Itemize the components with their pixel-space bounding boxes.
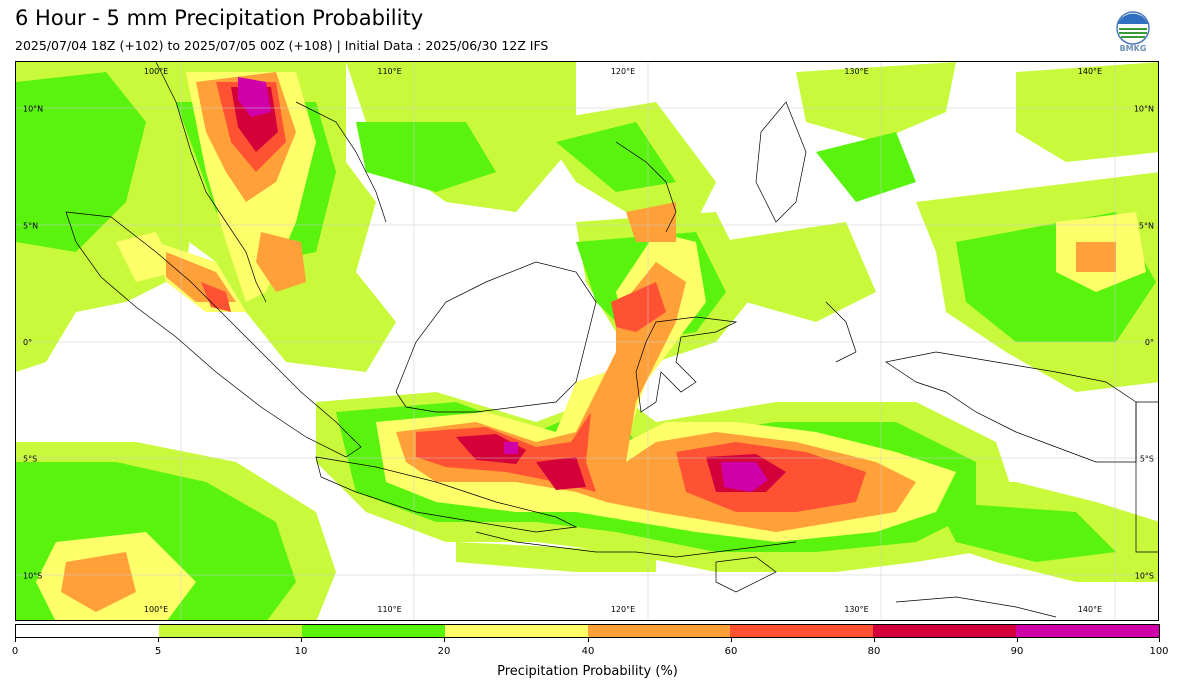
colorbar-tick-mark — [1017, 638, 1018, 642]
colorbar — [15, 624, 1160, 638]
bmkg-logo-icon — [1112, 10, 1154, 56]
colorbar-tick-label: 80 — [867, 646, 881, 657]
colorbar-segment — [873, 625, 1017, 637]
lon-label-bottom: 110°E — [377, 605, 401, 614]
colorbar-tick-label: 0 — [11, 646, 19, 657]
precipitation-map: 100°E 110°E 120°E 130°E 140°E 100°E 110°E 120°… — [15, 61, 1159, 621]
lon-label-bottom: 140°E — [1078, 605, 1102, 614]
lat-label-right: 10°S — [1135, 571, 1154, 580]
colorbar-label: Precipitation Probability (%) — [497, 664, 678, 679]
logo-text: BMKG — [1119, 44, 1147, 53]
lon-label-bottom: 130°E — [844, 605, 868, 614]
lon-labels-top: 100°E 110°E 120°E 130°E 140°E — [144, 67, 1102, 76]
lon-label-top: 130°E — [844, 67, 868, 76]
lat-label-left: 5°S — [23, 455, 37, 464]
chart-subtitle: 2025/07/04 18Z (+102) to 2025/07/05 00Z … — [15, 38, 549, 53]
colorbar-tick-label: 60 — [724, 646, 738, 657]
probability-90-100-layer — [238, 77, 768, 492]
lat-label-right: 10°N — [1134, 105, 1154, 114]
colorbar-ticks: 0 5 10 20 40 60 80 90 100 — [11, 638, 1169, 658]
lon-label-top: 100°E — [144, 67, 168, 76]
colorbar-segment — [301, 625, 445, 637]
lon-label-top: 120°E — [611, 67, 635, 76]
lat-label-left: 10°N — [23, 105, 43, 114]
map-canvas: 100°E 110°E 120°E 130°E 140°E 100°E 110°E 120°… — [16, 62, 1158, 620]
lat-label-left: 5°N — [23, 221, 38, 230]
lat-label-right: 5°S — [1140, 455, 1154, 464]
colorbar-segment — [1016, 625, 1159, 637]
lon-label-bottom: 100°E — [144, 605, 168, 614]
coastlines — [65, 62, 1158, 618]
colorbar-segment — [16, 625, 159, 637]
colorbar-segment — [158, 625, 302, 637]
chart-title: 6 Hour - 5 mm Precipitation Probability — [15, 6, 424, 30]
colorbar-segment — [444, 625, 588, 637]
colorbar-tick-label: 20 — [437, 646, 451, 657]
lon-label-bottom: 120°E — [611, 605, 635, 614]
colorbar-tick-mark — [15, 638, 16, 642]
colorbar-tick-mark — [731, 638, 732, 642]
lat-labels-left: 10°N 5°N 0° 5°S 10°S — [23, 105, 43, 581]
lat-label-right: 5°N — [1139, 221, 1154, 230]
colorbar-tick-mark — [1159, 638, 1160, 642]
lon-label-top: 140°E — [1078, 67, 1102, 76]
lat-labels-right: 10°N 5°N 0° 5°S 10°S — [1134, 105, 1154, 581]
lon-labels-bottom: 100°E 110°E 120°E 130°E 140°E — [144, 605, 1102, 614]
colorbar-segment — [587, 625, 731, 637]
lat-label-left: 10°S — [23, 571, 42, 580]
colorbar-tick-label: 40 — [581, 646, 595, 657]
graticule-lines — [16, 62, 1158, 620]
lat-label-right: 0° — [1145, 338, 1154, 347]
colorbar-tick-mark — [158, 638, 159, 642]
lon-label-top: 110°E — [377, 67, 401, 76]
colorbar-tick-mark — [588, 638, 589, 642]
colorbar-tick-label: 100 — [1149, 646, 1169, 657]
colorbar-tick-mark — [874, 638, 875, 642]
lat-label-left: 0° — [23, 338, 32, 347]
colorbar-tick-label: 90 — [1010, 646, 1024, 657]
colorbar-tick-mark — [301, 638, 302, 642]
colorbar-tick-mark — [444, 638, 445, 642]
colorbar-segment — [730, 625, 874, 637]
colorbar-tick-label: 10 — [294, 646, 308, 657]
colorbar-tick-label: 5 — [154, 646, 162, 657]
